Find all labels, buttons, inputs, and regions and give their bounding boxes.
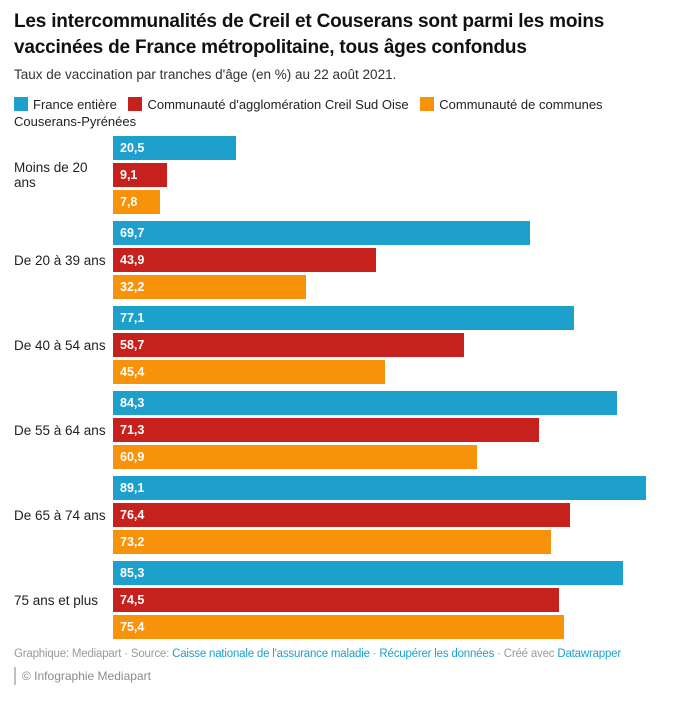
legend-series-label: Communauté d'agglomération Creil Sud Ois… bbox=[147, 97, 409, 112]
chart-container: Les intercommunalités de Creil et Couser… bbox=[14, 11, 674, 685]
bar-value-label: 43,9 bbox=[120, 253, 145, 267]
bar-value-label: 77,1 bbox=[120, 311, 145, 325]
bar-row: 71,3 bbox=[113, 418, 674, 442]
get-the-data-link[interactable]: Récupérer les données bbox=[379, 648, 495, 660]
chart-group: De 40 à 54 ans 77,1 58,7 45,4 bbox=[14, 306, 674, 384]
bar: 7,8 bbox=[113, 190, 160, 214]
bar-row: 69,7 bbox=[113, 221, 674, 245]
category-label: De 65 à 74 ans bbox=[14, 507, 106, 523]
bar-row: 58,7 bbox=[113, 333, 674, 357]
legend-item: Communauté d'agglomération Creil Sud Ois… bbox=[128, 97, 409, 112]
chart-group: De 20 à 39 ans 69,7 43,9 32,2 bbox=[14, 221, 674, 299]
bar-value-label: 84,3 bbox=[120, 396, 145, 410]
bar: 84,3 bbox=[113, 391, 618, 415]
bar-row: 74,5 bbox=[113, 588, 674, 612]
bar-value-label: 85,3 bbox=[120, 566, 145, 580]
bar: 75,4 bbox=[113, 615, 564, 639]
bar-row: 60,9 bbox=[113, 445, 674, 469]
bar: 89,1 bbox=[113, 476, 646, 500]
legend-swatch-icon bbox=[14, 97, 28, 111]
bar: 69,7 bbox=[113, 221, 530, 245]
bar-row: 32,2 bbox=[113, 275, 674, 299]
bar-group: 84,3 71,3 60,9 bbox=[113, 391, 674, 469]
bar: 85,3 bbox=[113, 561, 624, 585]
legend-series-label: France entière bbox=[33, 97, 117, 112]
bar-value-label: 89,1 bbox=[120, 481, 145, 495]
legend-item: Communauté de communes Couserans-Pyrénée… bbox=[14, 97, 603, 129]
bar-value-label: 71,3 bbox=[120, 423, 145, 437]
category-label: De 55 à 64 ans bbox=[14, 422, 106, 438]
bar-chart: Moins de 20 ans 20,5 9,1 7,8 De 20 à 39 ans 6… bbox=[14, 136, 674, 639]
bar: 73,2 bbox=[113, 530, 551, 554]
bar-group: 20,5 9,1 7,8 bbox=[113, 136, 674, 214]
bar-value-label: 58,7 bbox=[120, 338, 145, 352]
footer: Graphique: Mediapart · Source: Caisse na… bbox=[14, 646, 674, 662]
chart-group: Moins de 20 ans 20,5 9,1 7,8 bbox=[14, 136, 674, 214]
source-link[interactable]: Caisse nationale de l'assurance maladie bbox=[172, 648, 370, 660]
legend-swatch-icon bbox=[128, 97, 143, 111]
bar-row: 7,8 bbox=[113, 190, 674, 214]
chart-group: De 55 à 64 ans 84,3 71,3 60,9 bbox=[14, 391, 674, 469]
bar-value-label: 76,4 bbox=[120, 508, 145, 522]
bar-group: 89,1 76,4 73,2 bbox=[113, 476, 674, 554]
chart-group: 75 ans et plus 85,3 74,5 75,4 bbox=[14, 561, 674, 639]
bar: 74,5 bbox=[113, 588, 559, 612]
bar: 20,5 bbox=[113, 136, 236, 160]
bar-value-label: 60,9 bbox=[120, 450, 145, 464]
bar: 32,2 bbox=[113, 275, 306, 299]
bar-value-label: 20,5 bbox=[120, 141, 145, 155]
bar-row: 20,5 bbox=[113, 136, 674, 160]
legend: France entière Communauté d'agglomératio… bbox=[14, 96, 670, 130]
copyright-note: © Infographie Mediapart bbox=[14, 667, 151, 685]
datawrapper-link[interactable]: Datawrapper bbox=[557, 648, 621, 660]
chart-subtitle: Taux de vaccination par tranches d'âge (… bbox=[14, 67, 397, 82]
footer-separator: · bbox=[369, 648, 380, 660]
bar: 76,4 bbox=[113, 503, 570, 527]
footer-created-with-text: · Créé avec bbox=[494, 648, 558, 660]
bar-value-label: 73,2 bbox=[120, 535, 145, 549]
category-label: De 40 à 54 ans bbox=[14, 337, 106, 353]
bar-group: 69,7 43,9 32,2 bbox=[113, 221, 674, 299]
bar-row: 43,9 bbox=[113, 248, 674, 272]
footer-credit-text: Graphique: Mediapart · Source: bbox=[14, 648, 173, 660]
bar-row: 73,2 bbox=[113, 530, 674, 554]
bar-group: 77,1 58,7 45,4 bbox=[113, 306, 674, 384]
bar-row: 76,4 bbox=[113, 503, 674, 527]
bar-row: 75,4 bbox=[113, 615, 674, 639]
bar-row: 84,3 bbox=[113, 391, 674, 415]
bar-value-label: 32,2 bbox=[120, 280, 145, 294]
legend-item: France entière bbox=[14, 97, 117, 112]
bar-value-label: 69,7 bbox=[120, 226, 145, 240]
category-label: Moins de 20 ans bbox=[14, 160, 88, 190]
legend-swatch-icon bbox=[420, 97, 435, 111]
bar: 71,3 bbox=[113, 418, 540, 442]
bar: 77,1 bbox=[113, 306, 575, 330]
bar-row: 9,1 bbox=[113, 163, 674, 187]
category-label: 75 ans et plus bbox=[14, 592, 99, 608]
bar: 45,4 bbox=[113, 360, 385, 384]
bar-value-label: 7,8 bbox=[120, 195, 138, 209]
category-label: De 20 à 39 ans bbox=[14, 252, 106, 268]
bar-value-label: 9,1 bbox=[120, 168, 138, 182]
bar: 58,7 bbox=[113, 333, 465, 357]
bar: 43,9 bbox=[113, 248, 376, 272]
bar-row: 45,4 bbox=[113, 360, 674, 384]
bar-row: 89,1 bbox=[113, 476, 674, 500]
bar: 60,9 bbox=[113, 445, 478, 469]
legend-series-label: Communauté de communes Couserans-Pyrénée… bbox=[14, 97, 603, 129]
bar-row: 77,1 bbox=[113, 306, 674, 330]
bar-value-label: 75,4 bbox=[120, 620, 145, 634]
chart-group: De 65 à 74 ans 89,1 76,4 73,2 bbox=[14, 476, 674, 554]
bar-group: 85,3 74,5 75,4 bbox=[113, 561, 674, 639]
bar-value-label: 74,5 bbox=[120, 593, 145, 607]
bar-row: 85,3 bbox=[113, 561, 674, 585]
chart-title: Les intercommunalités de Creil et Couser… bbox=[14, 11, 605, 58]
bar: 9,1 bbox=[113, 163, 168, 187]
bar-value-label: 45,4 bbox=[120, 365, 145, 379]
